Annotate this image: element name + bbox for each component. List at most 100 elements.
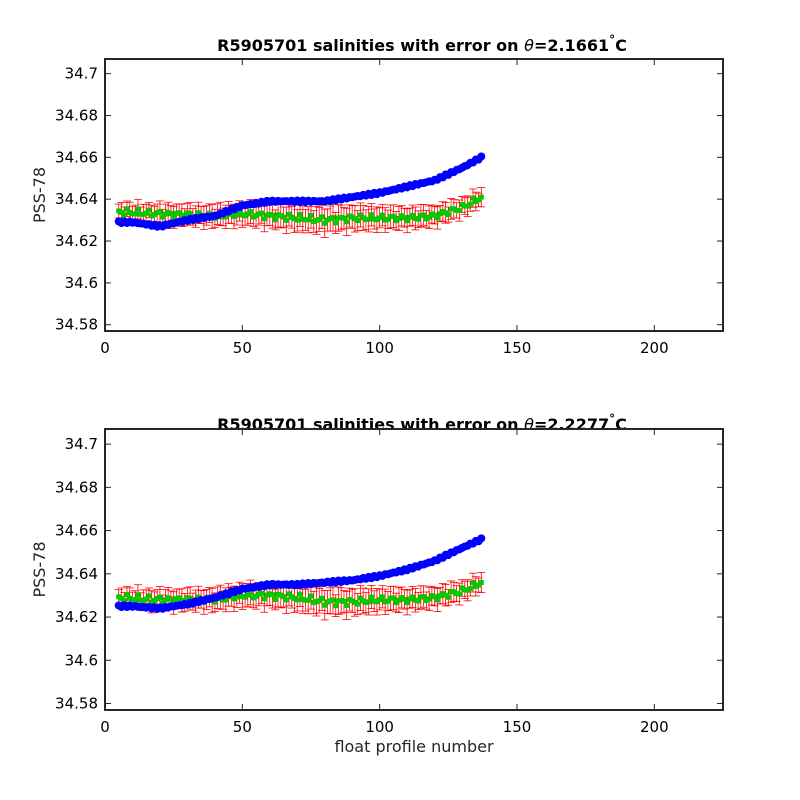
mapped-salinity-point bbox=[470, 195, 476, 201]
mapped-salinity-point bbox=[385, 598, 391, 604]
mapped-salinity-point bbox=[127, 209, 133, 215]
y-tick-label: 34.66 bbox=[55, 522, 98, 540]
mapped-salinity-point bbox=[371, 216, 377, 222]
mapped-salinity-point bbox=[168, 210, 174, 216]
mapped-salinity-point bbox=[239, 594, 245, 600]
mapped-salinity-point bbox=[451, 206, 457, 212]
mapped-salinity-point bbox=[281, 214, 287, 220]
x-tick-label: 100 bbox=[365, 339, 394, 357]
mapped-salinity-point bbox=[132, 597, 138, 603]
mapped-salinity-point bbox=[476, 197, 482, 203]
x-tick-label: 0 bbox=[100, 718, 110, 736]
mapped-salinity-point bbox=[346, 597, 352, 603]
mapped-salinity-point bbox=[412, 215, 418, 221]
mapped-salinity-point bbox=[250, 214, 256, 220]
mapped-salinity-point bbox=[250, 595, 256, 601]
x-tick-label: 50 bbox=[233, 339, 252, 357]
mapped-salinity-point bbox=[272, 217, 278, 223]
mapped-salinity-point bbox=[245, 592, 251, 598]
mapped-salinity-point bbox=[121, 598, 127, 604]
mapped-salinity-point bbox=[311, 218, 317, 224]
mapped-salinity-point bbox=[234, 594, 240, 600]
mapped-salinity-point bbox=[385, 216, 391, 222]
mapped-salinity-point bbox=[184, 210, 190, 216]
mapped-salinity-point bbox=[281, 594, 287, 600]
mapped-salinity-point bbox=[253, 593, 259, 599]
mapped-salinity-point bbox=[390, 595, 396, 601]
mapped-salinity-point bbox=[456, 591, 462, 597]
mapped-salinity-point bbox=[305, 217, 311, 223]
axes-box bbox=[104, 428, 724, 711]
mapped-salinity-point bbox=[363, 599, 369, 605]
mapped-salinity-point bbox=[176, 210, 182, 216]
mapped-salinity-point bbox=[454, 207, 460, 213]
mapped-salinity-point bbox=[377, 597, 383, 603]
theta-value: =2.2277 bbox=[534, 415, 609, 434]
x-tick-label: 200 bbox=[640, 339, 669, 357]
mapped-salinity-point bbox=[267, 591, 273, 597]
mapped-salinity-point bbox=[231, 213, 237, 219]
mapped-salinity-point bbox=[173, 210, 179, 216]
y-tick-label: 34.58 bbox=[55, 695, 98, 713]
mapped-salinity-point bbox=[327, 216, 333, 222]
mapped-salinity-point bbox=[335, 598, 341, 604]
mapped-salinity-point bbox=[264, 592, 270, 598]
mapped-salinity-point bbox=[154, 210, 160, 216]
mapped-salinity-point bbox=[465, 203, 471, 209]
mapped-salinity-point bbox=[382, 599, 388, 605]
bottom-panel: R5905701 salinities with error on θ=2.22… bbox=[30, 412, 724, 756]
mapped-salinity-point bbox=[248, 209, 254, 215]
mapped-salinity-point bbox=[242, 213, 248, 219]
float-salinity-markers bbox=[114, 534, 486, 614]
mapped-salinity-point bbox=[355, 218, 361, 224]
mapped-salinity-point bbox=[116, 594, 122, 600]
mapped-salinity-point bbox=[313, 217, 319, 223]
mapped-salinity-point bbox=[338, 214, 344, 220]
mapped-salinity-point bbox=[138, 597, 144, 603]
mapped-salinity-point bbox=[360, 215, 366, 221]
mapped-salinity-point bbox=[423, 216, 429, 222]
mapped-salinity-point bbox=[154, 596, 160, 602]
mapped-salinity-point bbox=[418, 212, 424, 218]
mapped-salinity-point bbox=[292, 216, 298, 222]
mapped-salinity-point bbox=[270, 212, 276, 218]
y-tick-label: 34.68 bbox=[55, 106, 98, 124]
mapped-salinity-point bbox=[124, 206, 130, 212]
y-tick-label: 34.68 bbox=[55, 478, 98, 496]
mapped-salinity-point bbox=[195, 210, 201, 216]
mapped-salinity-point bbox=[118, 209, 124, 215]
mapped-salinity-point bbox=[327, 598, 333, 604]
mapped-salinity-point bbox=[462, 203, 468, 209]
x-axis-label: float profile number bbox=[334, 737, 494, 756]
mapped-salinity-point bbox=[294, 217, 300, 223]
mapped-salinity-point bbox=[308, 593, 314, 599]
mapped-salinity-point bbox=[195, 594, 201, 600]
y-tick-label: 34.58 bbox=[55, 316, 98, 334]
float-salinity-point bbox=[477, 534, 486, 543]
mapped-salinity-point bbox=[456, 208, 462, 214]
title-prefix: R5905701 salinities with error on bbox=[217, 36, 524, 55]
float-salinity-point bbox=[477, 152, 486, 161]
mapped-salinity-point bbox=[437, 211, 443, 217]
mapped-salinity-point bbox=[426, 214, 432, 220]
mapped-salinity-point bbox=[349, 598, 355, 604]
data-layer bbox=[114, 152, 486, 238]
mapped-salinity-point bbox=[173, 596, 179, 602]
mapped-salinity-point bbox=[267, 211, 273, 217]
y-axis-label: PSS-78 bbox=[30, 541, 49, 597]
mapped-salinity-point bbox=[478, 194, 484, 200]
mapped-salinity-point bbox=[407, 596, 413, 602]
mapped-salinity-point bbox=[404, 600, 410, 606]
mapped-salinity-point bbox=[135, 206, 141, 212]
mapped-salinity-point bbox=[368, 594, 374, 600]
mapped-salinity-point bbox=[308, 212, 314, 218]
mapped-salinity-point bbox=[270, 592, 276, 598]
mapped-salinity-point bbox=[132, 211, 138, 217]
mapped-salinity-point bbox=[390, 213, 396, 219]
mapped-salinity-point bbox=[143, 596, 149, 602]
y-tick-label: 34.6 bbox=[65, 651, 98, 669]
mapped-salinity-point bbox=[377, 215, 383, 221]
mapped-salinity-point bbox=[272, 597, 278, 603]
mapped-salinity-point bbox=[176, 595, 182, 601]
